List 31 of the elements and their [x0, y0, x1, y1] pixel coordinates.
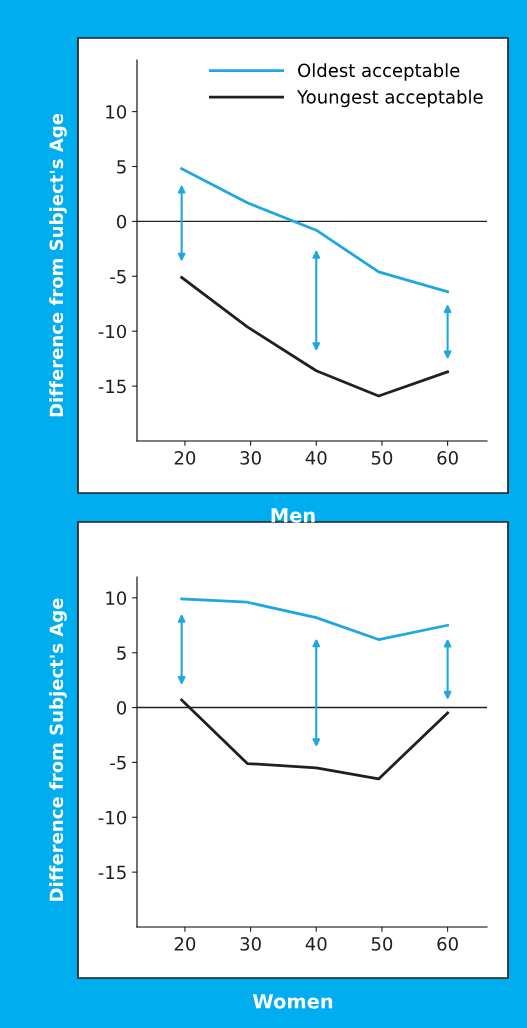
- y-tick-label: -10: [98, 324, 127, 339]
- x-tick-label: 20: [174, 937, 196, 951]
- x-tick-label: 50: [371, 937, 393, 951]
- y-tick-label: 5: [117, 160, 126, 174]
- y-tick-label: 0: [116, 701, 127, 715]
- line-series: [180, 597, 449, 641]
- x-tick-label: 60: [437, 937, 458, 951]
- y-axis-title: Difference from Subject's Age: [49, 113, 67, 417]
- y-tick-label: 5: [117, 646, 126, 660]
- y-tick-label: -5: [110, 756, 126, 770]
- y-tick-label: 10: [106, 591, 127, 605]
- text: Men: [271, 508, 315, 523]
- x-tick-label: 30: [240, 937, 261, 951]
- x-tick-label: 40: [305, 937, 327, 951]
- y-axis-title: Difference from Subject's Age: [49, 598, 67, 901]
- y-tick-label: -5: [110, 270, 126, 284]
- y-tick-label: -10: [98, 810, 127, 825]
- y-tick-label: 10: [106, 105, 127, 119]
- legend-label: Youngest acceptable: [297, 89, 483, 108]
- line-series: [180, 167, 449, 294]
- line-series: [180, 276, 449, 398]
- y-tick-label: -15: [98, 379, 126, 394]
- y-tick-label: 0: [116, 214, 127, 229]
- x-tick-label: 20: [174, 451, 196, 465]
- legend-label: Oldest acceptable: [298, 63, 460, 81]
- x-tick-label: 50: [371, 451, 393, 465]
- x-tick-label: 60: [437, 451, 458, 465]
- x-tick-label: 30: [240, 451, 261, 465]
- text: Women: [252, 994, 333, 1009]
- y-tick-label: -15: [98, 865, 126, 880]
- x-tick-label: 40: [305, 451, 327, 465]
